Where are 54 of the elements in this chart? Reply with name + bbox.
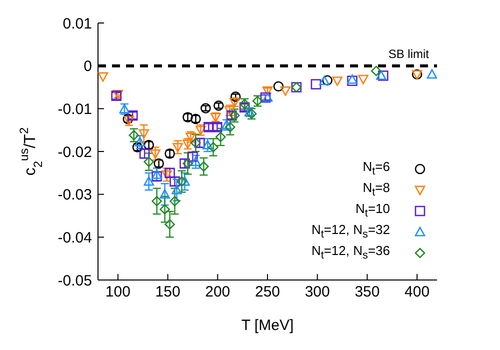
legend-label: N$_{t}$=8 [362, 180, 390, 199]
point [170, 196, 180, 206]
x-tick-label: 400 [404, 284, 430, 301]
point [280, 86, 291, 96]
point [208, 142, 218, 152]
y-tick-label: -0.02 [58, 144, 92, 161]
y-tick-label: -0.05 [58, 272, 92, 290]
point [172, 142, 183, 152]
point [230, 92, 241, 102]
y-tick-label: -0.03 [58, 186, 92, 204]
x-tick-label: 300 [304, 284, 330, 301]
point [378, 70, 388, 81]
point [202, 140, 213, 150]
point [138, 129, 150, 139]
point [190, 138, 201, 148]
point [426, 69, 437, 79]
point [332, 76, 342, 86]
point [152, 169, 162, 179]
x-axis-title: T [MeV] [241, 317, 294, 334]
point [273, 81, 284, 92]
x-tick-label: 150 [155, 284, 180, 301]
point [358, 74, 368, 84]
y-tick-label: 0.01 [62, 15, 92, 32]
point [322, 75, 332, 86]
point [164, 219, 175, 230]
point [176, 176, 187, 187]
legend-label: N$_{t}$=12, N$_{s}$=32 [311, 222, 390, 241]
y-tick-label: -0.01 [58, 100, 92, 118]
point [160, 204, 170, 214]
x-tick-label: 100 [105, 284, 130, 301]
x-tick-label: 200 [205, 284, 230, 301]
point [319, 76, 330, 86]
point [371, 66, 382, 76]
point [198, 161, 209, 172]
point [310, 79, 322, 90]
point [98, 72, 108, 82]
point [152, 196, 162, 206]
point [144, 156, 154, 167]
y-tick-label: 0 [84, 58, 92, 76]
legend-label: N$_{t}$=10 [356, 201, 390, 220]
ref-line-label: SB limit [388, 46, 430, 61]
point [134, 136, 146, 146]
legend-label: N$_{t}$=12, N$_{s}$=36 [311, 243, 390, 262]
x-tick-label: 250 [254, 284, 280, 301]
legend-label: N$_{t}$=6 [362, 159, 390, 178]
point [180, 176, 190, 186]
point [182, 158, 193, 169]
point [144, 176, 154, 186]
point [150, 149, 160, 159]
y-tick-label: -0.04 [58, 229, 92, 246]
x-tick-label: 350 [354, 284, 380, 301]
point [224, 122, 236, 132]
point [172, 184, 182, 194]
point [160, 189, 170, 199]
